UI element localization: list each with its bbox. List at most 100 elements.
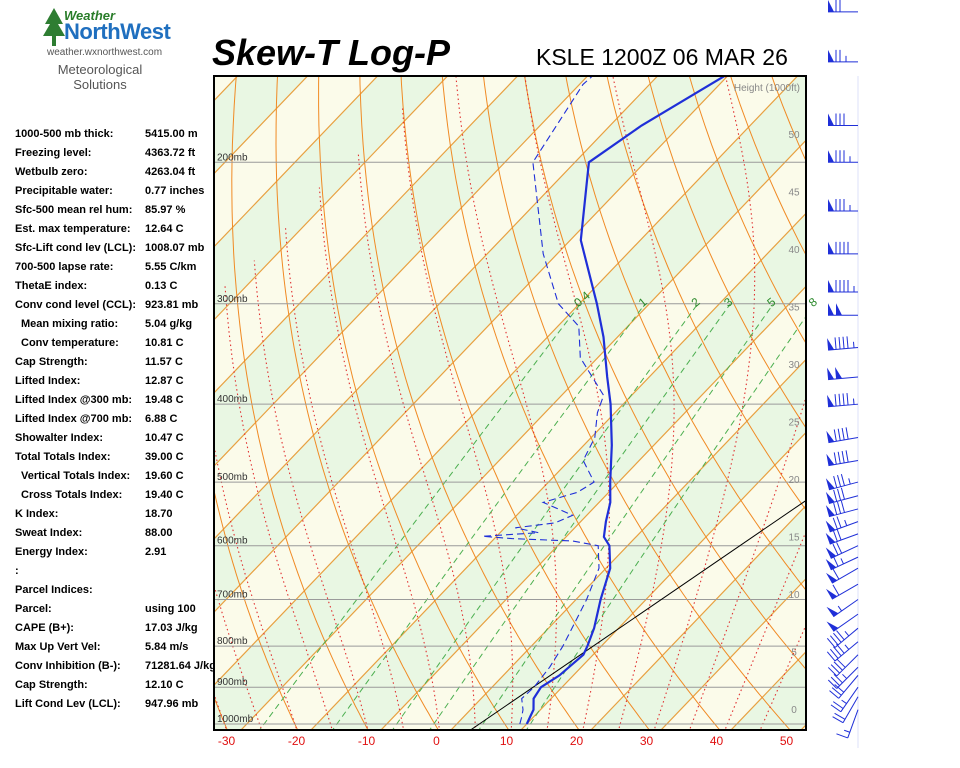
wind-barbs: [825, 0, 859, 748]
barb-pennant: [826, 572, 838, 584]
dry-adiabat: [275, 76, 439, 730]
mixing-ratio-line: [331, 303, 646, 730]
chart-title: Skew-T Log-P: [212, 32, 451, 73]
wind-barb: [825, 487, 859, 504]
index-value: 12.64 C: [145, 223, 184, 235]
index-label: Freezing level:: [15, 147, 92, 159]
wind-barb: [828, 303, 858, 316]
index-label: Lifted Index @300 mb:: [15, 394, 133, 406]
index-value: 88.00: [145, 527, 173, 539]
barb-staff: [830, 545, 859, 559]
index-value: 11.57 C: [145, 356, 183, 368]
barb-full: [836, 528, 842, 541]
isotherm-line: [520, 431, 806, 730]
barb-full: [832, 517, 838, 530]
wind-barb: [836, 709, 859, 739]
dry-adiabat: [606, 76, 806, 511]
barb-full: [834, 337, 837, 350]
index-label: Mean mixing ratio:: [21, 318, 119, 330]
barb-full: [827, 667, 838, 677]
pressure-label: 600mb: [217, 536, 248, 547]
index-label: :: [15, 565, 19, 577]
barb-pennant: [825, 547, 837, 559]
wind-barb: [832, 696, 859, 724]
barb-full: [836, 658, 846, 668]
barb-full: [846, 393, 849, 406]
moist-adiabat: [612, 76, 675, 730]
plot-frame: [213, 75, 807, 731]
barb-full: [832, 568, 840, 580]
index-value: 19.48 C: [145, 394, 184, 406]
temperature-profile: [525, 76, 727, 725]
index-value: 19.60 C: [145, 470, 184, 482]
index-value: 923.81 mb: [145, 299, 199, 311]
barb-half: [840, 558, 844, 565]
temperature-tick-label: 20: [570, 734, 584, 748]
barb-pennant: [828, 241, 834, 254]
barb-pennant: [825, 520, 836, 532]
barb-full: [830, 676, 840, 686]
wind-barb: [826, 583, 859, 600]
index-label: 700-500 lapse rate:: [15, 261, 114, 273]
barb-full: [834, 394, 837, 407]
barb-full: [836, 516, 842, 528]
barb-half: [844, 630, 850, 637]
index-value: 17.03 J/kg: [145, 622, 198, 634]
index-value: 19.40 C: [145, 489, 184, 501]
wind-barb: [827, 336, 859, 351]
barb-full: [833, 502, 838, 515]
barb-pennant: [828, 279, 834, 292]
brand-name-top: Weather: [64, 8, 116, 23]
barb-pennant: [828, 49, 834, 62]
barb-full: [832, 584, 840, 596]
brand-url: weather.wxnorthwest.com: [47, 47, 163, 58]
barb-pennant: [827, 338, 835, 351]
barb-half: [843, 729, 850, 733]
wind-barb: [826, 427, 859, 444]
barb-full: [834, 712, 846, 720]
isotherm-line: [450, 358, 806, 730]
index-label: Lifted Index @700 mb:: [15, 413, 133, 425]
index-value: 947.96 mb: [145, 698, 199, 710]
height-tick-label: 20: [788, 475, 800, 486]
moist-adiabat: [653, 76, 756, 730]
index-label: Sweat Index:: [15, 527, 83, 539]
temperature-tick-label: 40: [710, 734, 724, 748]
barb-pennant: [826, 430, 835, 443]
index-value: 5415.00 m: [145, 128, 198, 140]
temperature-tick-label: -30: [218, 734, 236, 748]
barb-pennant: [826, 588, 838, 600]
height-tick-label: 40: [788, 245, 800, 256]
isotherm-line: [214, 76, 519, 394]
barb-full: [833, 489, 838, 502]
height-tick-label: 15: [788, 533, 800, 544]
barb-staff: [838, 675, 859, 699]
barb-staff: [834, 641, 859, 662]
wind-barb: [826, 450, 859, 467]
moist-adiabat: [214, 442, 298, 730]
barb-full: [834, 684, 845, 693]
barb-full: [838, 337, 841, 350]
index-value: 39.00 C: [145, 451, 184, 463]
barb-full: [829, 635, 839, 646]
axis-labels: 1000mb 900mb 800mb 700mb 600mb 500mb 400mb 300m…: [217, 83, 820, 748]
barb-staff: [847, 709, 859, 739]
temperature-band: [214, 76, 806, 730]
barb-half: [842, 673, 848, 679]
barb-full: [832, 529, 838, 542]
wind-barb: [825, 473, 859, 491]
barb-staff: [830, 556, 859, 571]
temperature-band: [861, 0, 960, 741]
isotherm-line: [660, 577, 806, 730]
barb-full: [833, 429, 837, 442]
barb-full: [837, 428, 841, 441]
barb-full: [832, 716, 844, 724]
barb-staff: [840, 686, 859, 713]
pressure-label: 200mb: [217, 152, 248, 163]
barb-staff: [829, 533, 859, 545]
wind-barb: [828, 49, 858, 63]
index-value: 1008.07 mb: [145, 242, 205, 254]
wind-barb: [828, 279, 858, 293]
barb-half: [841, 699, 847, 704]
